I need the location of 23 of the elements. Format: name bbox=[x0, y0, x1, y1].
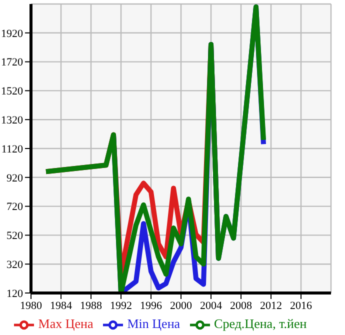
y-tick-label: 120 bbox=[6, 288, 24, 300]
y-tick-label: 520 bbox=[6, 230, 24, 242]
legend-label: Сред.Цена, т.йен bbox=[214, 316, 307, 331]
x-tick-label: 1988 bbox=[80, 300, 102, 312]
x-tick-label: 1980 bbox=[20, 300, 42, 312]
y-tick-label: 1520 bbox=[1, 86, 24, 98]
x-tick-label: 1996 bbox=[140, 300, 162, 312]
x-tick-label: 2000 bbox=[170, 300, 192, 312]
x-tick-label: 1984 bbox=[50, 300, 72, 312]
legend-label: Max Цена bbox=[38, 316, 94, 331]
x-tick-label: 2016 bbox=[290, 300, 312, 312]
x-tick-label: 1992 bbox=[110, 300, 132, 312]
y-tick-label: 1920 bbox=[1, 28, 24, 40]
x-tick-label: 2008 bbox=[230, 300, 252, 312]
y-tick-label: 1120 bbox=[1, 143, 24, 156]
x-tick-label: 2004 bbox=[200, 300, 222, 312]
y-tick-label: 320 bbox=[6, 259, 24, 272]
y-tick-label: 1720 bbox=[1, 56, 24, 69]
y-tick-label: 1320 bbox=[1, 114, 24, 127]
legend-label: Min Цена bbox=[127, 316, 180, 331]
x-tick-label: 2012 bbox=[260, 300, 282, 312]
y-tick-label: 720 bbox=[6, 201, 24, 214]
y-tick-label: 920 bbox=[6, 172, 24, 184]
